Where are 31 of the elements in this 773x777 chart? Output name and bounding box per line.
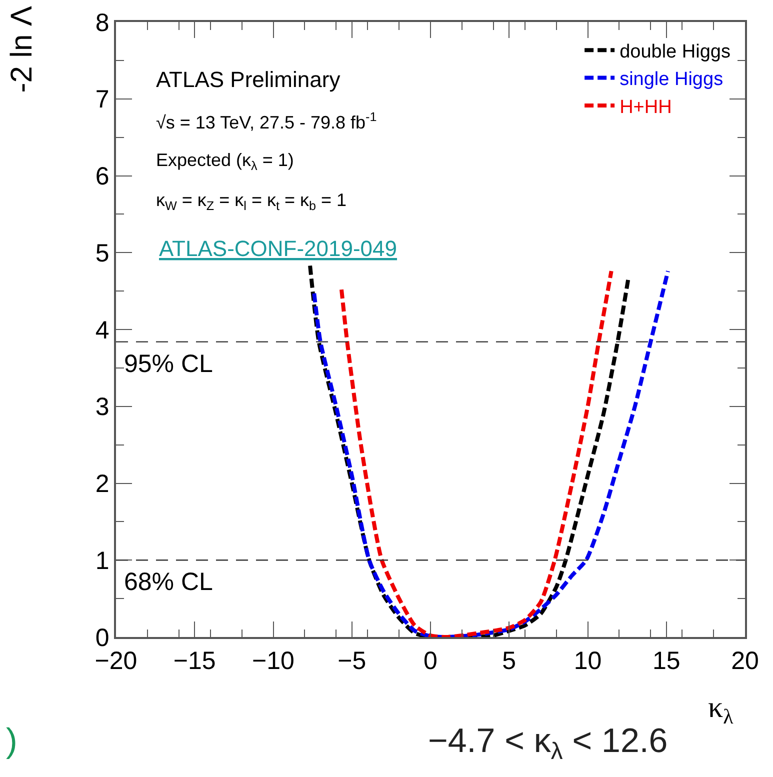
ref-line-label: 95% CL	[124, 350, 214, 378]
y-tick-label: 2	[95, 470, 110, 498]
annotation: ATLAS-CONF-2019-049	[159, 236, 398, 261]
text: κ$_{W}$ = κ$_{Z}$ = κ$_{l}$ = κ$_{t}$ = κ$_{b}$ = 1	[156, 190, 347, 213]
x-tick-label: 10	[574, 646, 602, 675]
annotation: Expected (κ$_{λ}$ = 1)	[156, 150, 294, 173]
line-series	[340, 269, 614, 637]
x-tick-label: 20	[731, 646, 759, 675]
y-tick-label: 5	[95, 239, 110, 268]
y-tick-label: 4	[95, 316, 110, 344]
text: H+HH	[620, 96, 672, 118]
x-tick-label: 0	[424, 646, 438, 675]
x-axis-title: κ$_{λ}$	[708, 691, 734, 728]
y-tick-label: 7	[95, 86, 110, 114]
y-tick-label: 3	[95, 393, 110, 422]
x-tick-label: −5	[338, 646, 366, 675]
x-tick-label: −15	[173, 646, 216, 675]
ref-line-label: 68% CL	[124, 568, 214, 596]
y-tick-label: 1	[95, 546, 110, 575]
y-axis-title: -2 ln Λ	[6, 6, 39, 93]
text: single Higgs	[620, 69, 724, 90]
x-tick-label: −10	[252, 646, 294, 675]
x-tick-label: 5	[502, 646, 516, 675]
annotation: √s = 13 TeV, 27.5 - 79.8 fb$^{-1}$	[156, 110, 377, 133]
annotation: ATLAS Preliminary	[156, 67, 340, 92]
text: double Higgs	[620, 41, 730, 62]
x-tick-label: 15	[652, 646, 680, 675]
text: )	[6, 722, 18, 760]
y-tick-label: 8	[95, 8, 110, 37]
text: −4.7 < κ$_{λ}$ < 12.6	[428, 722, 668, 766]
y-tick-label: 6	[95, 162, 110, 190]
